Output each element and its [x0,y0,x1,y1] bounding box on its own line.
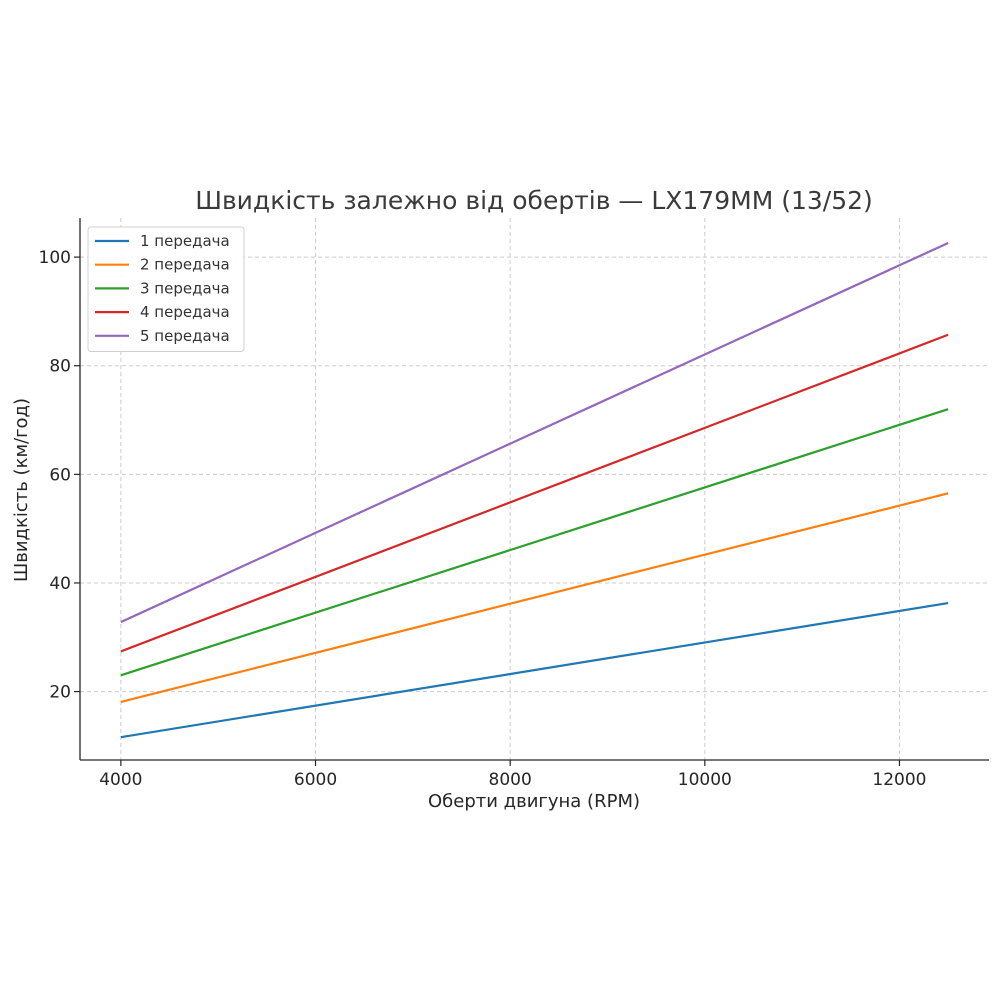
legend-label: 1 передача [140,232,230,250]
ticks: 4000 6000 8000 10000 12000 20 40 60 80 100 [39,248,927,790]
grid [80,218,989,760]
legend-label: 4 передача [140,303,230,321]
x-tick-label: 8000 [489,770,532,790]
legend-box [87,226,245,352]
series-line-2 [120,492,949,703]
x-tick-label: 6000 [294,770,337,790]
y-tick-label: 40 [49,574,71,594]
series-line-1 [120,601,949,739]
y-tick-label: 80 [49,357,71,377]
legend-label: 5 передача [140,327,230,345]
series-line-3 [120,408,949,677]
y-tick-label: 60 [49,465,71,485]
x-tick-label: 12000 [872,770,926,790]
chart-title: Швидкість залежно від обертів — LX179MM … [195,186,873,215]
legend-label: 2 передача [140,256,230,274]
y-axis-label: Швидкість (км/год) [11,398,32,582]
series-line-4 [120,333,949,653]
legend-label: 3 передача [140,279,230,297]
y-tick-label: 20 [49,683,71,703]
x-tick-label: 4000 [99,770,142,790]
series-line-5 [120,241,949,624]
axes [79,218,989,761]
x-tick-label: 10000 [678,770,732,790]
x-axis-label: Оберти двигуна (RPM) [428,791,640,812]
y-tick-label: 100 [39,248,71,268]
legend: 1 передача 2 передача 3 передача 4 передача… [87,226,245,352]
series-lines [120,241,949,739]
